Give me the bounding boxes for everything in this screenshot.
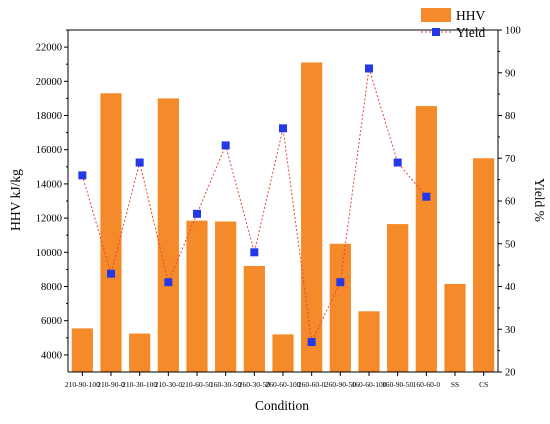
y2-axis-ticks: 20 30 40 50 60 70 80 90 100 [498,26,521,379]
y-tick-label: 14000 [36,179,62,190]
y2-tick-label: 90 [505,68,516,79]
y-tick-label: 18000 [36,111,62,122]
y2-tick-label: 50 [505,239,516,250]
bar [186,220,208,372]
x-tick-label: 160-30-50 [210,380,241,389]
bar [387,224,409,372]
y2-axis-title: Yield % [532,178,547,222]
bar [215,221,237,372]
bar [272,334,294,372]
y-tick-label: 22000 [36,43,62,54]
bar [100,93,122,373]
y2-tick-label: 40 [505,282,516,293]
x-tick-label: CS [479,380,488,389]
bar [301,62,323,373]
legend-label-yield: Yield [456,25,485,40]
x-tick-label: 260-90-50 [325,380,356,389]
legend-label-hhv: HHV [456,8,485,23]
y-tick-label: 12000 [36,214,62,225]
y-tick-label: 4000 [41,350,62,361]
yield-point [422,192,431,201]
y-axis-title: HHV kJ/kg [8,169,23,231]
y-tick-label: 8000 [41,282,62,293]
y2-tick-label: 100 [505,26,521,37]
x-tick-label: 210-60-50 [181,380,212,389]
y-axis-ticks: 4000 6000 8000 10000 12000 14000 16000 18000 200… [36,29,68,361]
yield-point [250,248,259,257]
bar [415,106,437,372]
yield-point [279,124,287,133]
x-tick-label: 160-60-100 [352,380,387,389]
y-tick-label: 10000 [36,248,62,259]
x-axis-title: Condition [255,398,309,413]
yield-point [164,278,173,287]
y2-tick-label: 70 [505,154,516,165]
bar [129,333,151,372]
yield-point [307,338,316,347]
x-tick-label: 210-30-100 [122,380,157,389]
yield-point [365,64,373,73]
x-tick-label: 210-90-100 [65,380,100,389]
line-series-yield [78,64,431,347]
x-tick-label: 260-30-50 [239,380,270,389]
y2-tick-label: 30 [505,325,516,336]
bar [243,265,265,372]
x-tick-label: 160-60-0 [413,380,441,389]
y2-tick-label: 60 [505,197,516,208]
yield-point [193,209,201,218]
y-tick-label: 6000 [41,316,62,327]
yield-point [221,141,230,150]
legend: HHV Yield [421,8,485,40]
x-tick-label: 210-90-0 [97,380,125,389]
y-tick-label: 16000 [36,145,62,156]
x-tick-label: 160-90-50 [382,380,413,389]
yield-point [78,171,87,180]
bar [157,98,179,373]
bar [358,311,380,372]
y2-tick-label: 80 [505,111,516,122]
x-tick-label: 260-60-0 [298,380,326,389]
legend-swatch-hhv [421,8,451,22]
x-tick-label: 210-30-0 [155,380,183,389]
bar [329,243,351,372]
y2-tick-label: 20 [505,368,516,379]
legend-swatch-yield-marker [432,28,440,36]
yield-point [336,278,345,287]
yield-point [135,158,144,167]
bar [473,158,495,372]
bar-series-hhv [71,62,495,373]
x-tick-label: SS [451,380,459,389]
yield-point [393,158,402,167]
bar [444,283,466,372]
bar [71,328,93,372]
yield-point [107,269,115,278]
x-tick-label: 260-60-100 [266,380,301,389]
y-tick-label: 20000 [36,77,62,88]
